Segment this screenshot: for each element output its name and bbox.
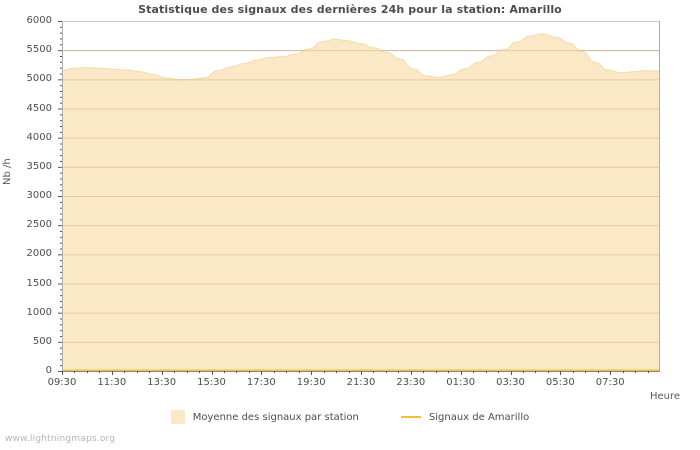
x-tick-label: 07:30 — [595, 377, 625, 388]
y-tick-label: 6000 — [26, 15, 52, 26]
x-tick-label: 05:30 — [545, 377, 575, 388]
watermark: www.lightningmaps.org — [5, 434, 116, 444]
x-tick-label: 01:30 — [446, 377, 476, 388]
y-tick-label: 4500 — [26, 102, 52, 114]
y-tick-label: 3000 — [26, 190, 52, 201]
y-tick-label: 1000 — [26, 306, 52, 318]
x-tick-label: 23:30 — [396, 377, 426, 388]
y-tick-label: 0 — [45, 365, 52, 376]
x-tick-label: 11:30 — [97, 377, 127, 388]
y-tick-label: 5000 — [26, 73, 52, 85]
legend-area-swatch-icon — [170, 410, 185, 424]
x-tick-label: 21:30 — [346, 377, 376, 388]
chart-legend: Moyenne des signaux par station Signaux d… — [0, 410, 700, 424]
x-tick-label: 19:30 — [296, 377, 326, 388]
x-tick-label: 13:30 — [147, 377, 177, 388]
y-tick-label: 2500 — [26, 219, 52, 231]
chart-title: Statistique des signaux des dernières 24… — [138, 3, 562, 16]
y-tick-label: 3500 — [26, 160, 52, 172]
y-tick-label: 500 — [32, 335, 52, 347]
x-tick-label: 17:30 — [246, 377, 276, 388]
y-tick-label: 5500 — [26, 44, 52, 56]
x-axis-label: Heure — [649, 391, 680, 402]
legend-line-swatch-icon — [400, 416, 421, 418]
y-tick-label: 4000 — [26, 131, 52, 143]
y-tick-label: 1500 — [26, 277, 52, 289]
legend-item-label: Signaux de Amarillo — [428, 411, 530, 423]
x-tick-label: 03:30 — [496, 377, 525, 388]
x-tick-label: 09:30 — [47, 377, 77, 388]
x-tick-label: 15:30 — [197, 377, 226, 388]
legend-item[interactable]: Moyenne des signaux par station — [170, 410, 359, 424]
y-tick-label: 2000 — [26, 248, 52, 260]
legend-item[interactable]: Signaux de Amarillo — [400, 411, 530, 423]
legend-item-label: Moyenne des signaux par station — [192, 411, 359, 423]
